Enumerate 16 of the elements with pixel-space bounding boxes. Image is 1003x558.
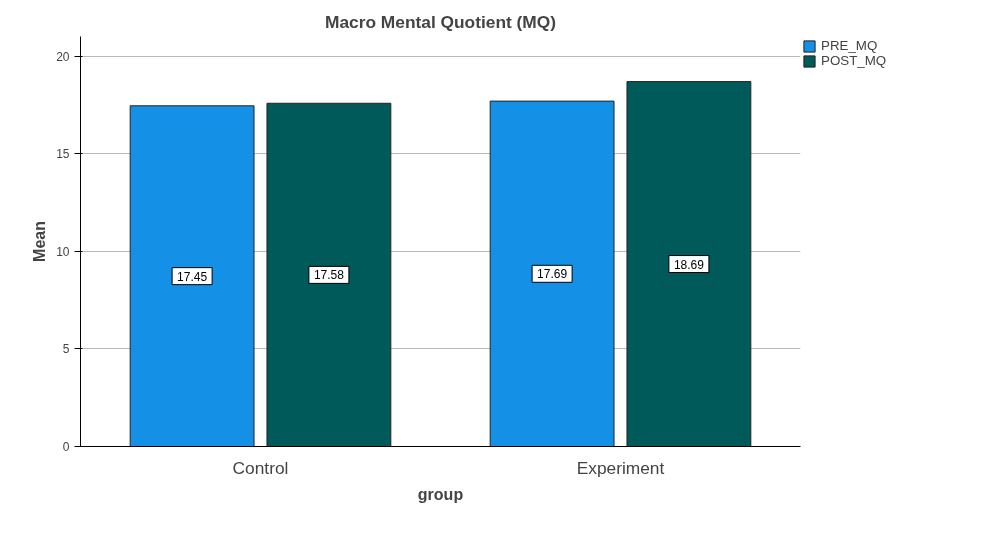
legend-label: POST_MQ: [821, 53, 887, 68]
data-label: 17.58: [313, 268, 345, 283]
data-label: 18.69: [673, 257, 705, 272]
data-label: 17.69: [537, 267, 568, 282]
y-tick-label: 5: [62, 342, 70, 357]
x-tick-label: Control: [232, 457, 289, 478]
x-tick-label: Experiment: [576, 457, 665, 478]
y-axis-title: Mean: [31, 221, 49, 262]
data-label: 17.45: [177, 269, 208, 284]
chart-title: Macro Mental Quotient (MQ): [324, 11, 557, 32]
y-tick-label: 0: [62, 440, 70, 454]
y-tick-label: 20: [56, 49, 70, 64]
x-axis-title: group: [417, 485, 464, 503]
y-tick-label: 15: [56, 147, 70, 162]
legend-label: PRE_MQ: [821, 38, 878, 53]
y-tick-label: 10: [56, 244, 70, 259]
